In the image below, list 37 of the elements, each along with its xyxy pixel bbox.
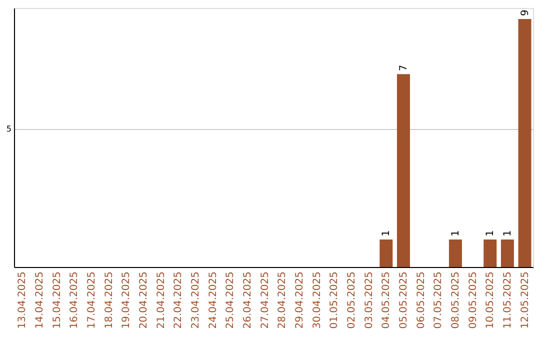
x-tick-label: 26.04.2025 (242, 272, 254, 329)
x-tick-label: 05.05.2025 (398, 272, 410, 329)
x-tick-label: 13.04.2025 (17, 272, 28, 329)
data-label: 1 (450, 230, 462, 236)
y-tick-label: 5 (6, 124, 12, 134)
x-tick-label: 25.04.2025 (225, 272, 236, 329)
x-tick-label: 10.05.2025 (485, 272, 496, 329)
x-tick-label: 21.04.2025 (156, 272, 167, 329)
x-tick-label: 01.05.2025 (329, 272, 340, 329)
data-label: 7 (398, 64, 410, 72)
x-tick-label: 18.04.2025 (104, 272, 115, 329)
x-tick-label: 16.04.2025 (69, 272, 80, 329)
x-tick-label: 02.05.2025 (346, 272, 358, 329)
x-tick-label: 04.05.2025 (381, 272, 392, 329)
x-tick-label: 28.04.2025 (277, 272, 288, 329)
x-tick-label: 19.04.2025 (121, 272, 132, 329)
x-tick-label: 12.05.2025 (520, 272, 531, 329)
data-label: 1 (485, 230, 496, 236)
x-tick-label: 07.05.2025 (433, 272, 444, 329)
x-tick-label: 27.04.2025 (260, 272, 271, 329)
x-tick-label: 29.04.2025 (294, 272, 306, 329)
x-tick-label: 17.04.2025 (86, 272, 98, 329)
x-tick-label: 09.05.2025 (468, 272, 479, 329)
x-tick-label: 20.04.2025 (138, 272, 150, 329)
x-tick-label: 11.05.2025 (502, 272, 514, 329)
x-tick-label: 30.04.2025 (312, 272, 323, 329)
x-tick-label: 14.04.2025 (34, 272, 46, 329)
x-tick-label: 23.04.2025 (190, 272, 202, 329)
x-tick-label: 06.05.2025 (416, 272, 427, 329)
data-label: 1 (502, 230, 514, 236)
x-tick-label: 15.04.2025 (52, 272, 63, 329)
x-tick-label: 08.05.2025 (450, 272, 462, 329)
x-tick-label: 24.04.2025 (208, 272, 219, 329)
x-tick-label: 03.05.2025 (364, 272, 375, 329)
data-label: 9 (520, 10, 531, 16)
data-label: 1 (381, 230, 392, 236)
x-tick-label: 22.04.2025 (173, 272, 184, 329)
